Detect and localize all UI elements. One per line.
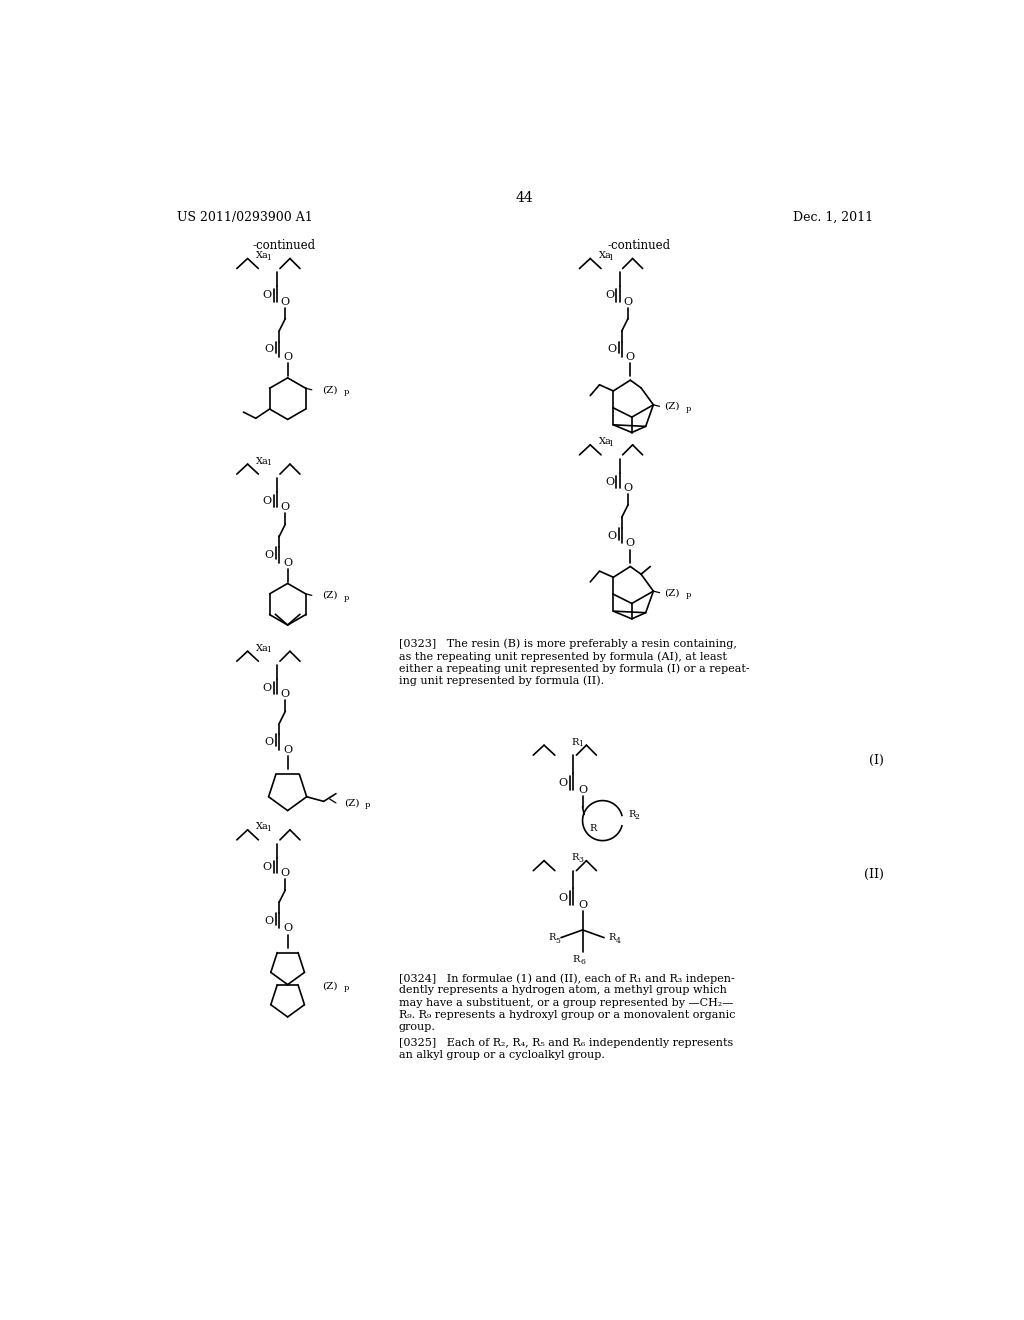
Text: either a repeating unit represented by formula (I) or a repeat-: either a repeating unit represented by f…: [398, 664, 750, 675]
Text: (Z): (Z): [323, 591, 338, 599]
Text: O: O: [607, 531, 616, 541]
Text: dently represents a hydrogen atom, a methyl group which: dently represents a hydrogen atom, a met…: [398, 985, 726, 995]
Text: Xa: Xa: [256, 251, 268, 260]
Text: 1: 1: [266, 647, 270, 655]
Text: Xa: Xa: [598, 437, 611, 446]
Text: (II): (II): [864, 869, 884, 880]
Text: p: p: [686, 405, 691, 413]
Text: ing unit represented by formula (II).: ing unit represented by formula (II).: [398, 676, 603, 686]
Text: O: O: [264, 550, 273, 560]
Text: Xa: Xa: [256, 644, 268, 652]
Text: 3: 3: [579, 855, 584, 863]
Text: O: O: [624, 483, 633, 492]
Text: an alkyl group or a cycloalkyl group.: an alkyl group or a cycloalkyl group.: [398, 1051, 604, 1060]
Text: O: O: [281, 297, 290, 306]
Text: O: O: [578, 900, 587, 911]
Text: O: O: [283, 352, 292, 362]
Text: US 2011/0293900 A1: US 2011/0293900 A1: [177, 211, 312, 224]
Text: p: p: [686, 591, 691, 599]
Text: Xa: Xa: [256, 822, 268, 832]
Text: (Z): (Z): [665, 589, 680, 597]
Text: O: O: [624, 297, 633, 306]
Text: (I): (I): [868, 754, 884, 767]
Text: O: O: [578, 785, 587, 795]
Text: O: O: [262, 290, 271, 301]
Text: R: R: [590, 824, 597, 833]
Text: (Z): (Z): [323, 982, 338, 990]
Text: [0325]   Each of R₂, R₄, R₅ and R₆ independently represents: [0325] Each of R₂, R₄, R₅ and R₆ indepen…: [398, 1038, 733, 1048]
Text: 2: 2: [635, 813, 640, 821]
Text: O: O: [559, 777, 568, 788]
Text: 6: 6: [581, 958, 585, 966]
Text: [0323]   The resin (B) is more preferably a resin containing,: [0323] The resin (B) is more preferably …: [398, 639, 736, 649]
Text: O: O: [264, 916, 273, 925]
Text: O: O: [283, 924, 292, 933]
Text: O: O: [281, 502, 290, 512]
Text: O: O: [626, 352, 635, 362]
Text: O: O: [283, 557, 292, 568]
Text: [0324]   In formulae (1) and (II), each of R₁ and R₃ indepen-: [0324] In formulae (1) and (II), each of…: [398, 973, 734, 983]
Text: O: O: [607, 345, 616, 354]
Text: O: O: [626, 539, 635, 548]
Text: O: O: [262, 496, 271, 506]
Text: O: O: [262, 862, 271, 871]
Text: R: R: [571, 853, 579, 862]
Text: p: p: [344, 594, 349, 602]
Text: 4: 4: [615, 937, 621, 945]
Text: p: p: [344, 388, 349, 396]
Text: R: R: [548, 933, 555, 942]
Text: O: O: [262, 684, 271, 693]
Text: Dec. 1, 2011: Dec. 1, 2011: [793, 211, 872, 224]
Text: p: p: [344, 985, 349, 993]
Text: R: R: [572, 954, 580, 964]
Text: O: O: [264, 345, 273, 354]
Text: (Z): (Z): [344, 799, 359, 808]
Text: 1: 1: [579, 741, 584, 748]
Text: O: O: [281, 689, 290, 700]
Text: group.: group.: [398, 1022, 435, 1032]
Text: 44: 44: [516, 190, 534, 205]
Text: p: p: [366, 801, 371, 809]
Text: O: O: [605, 477, 614, 487]
Text: O: O: [283, 744, 292, 755]
Text: 1: 1: [266, 253, 270, 261]
Text: (Z): (Z): [323, 385, 338, 395]
Text: 1: 1: [266, 459, 270, 467]
Text: O: O: [281, 869, 290, 878]
Text: 1: 1: [266, 825, 270, 833]
Text: R: R: [608, 933, 615, 942]
Text: O: O: [605, 290, 614, 301]
Text: -continued: -continued: [607, 239, 671, 252]
Text: Xa: Xa: [256, 457, 268, 466]
Text: O: O: [559, 894, 568, 903]
Text: -continued: -continued: [253, 239, 316, 252]
Text: (Z): (Z): [665, 401, 680, 411]
Text: O: O: [264, 737, 273, 747]
Text: 1: 1: [608, 440, 613, 447]
Text: 5: 5: [555, 937, 560, 945]
Text: 1: 1: [608, 253, 613, 261]
Text: Xa: Xa: [598, 251, 611, 260]
Text: may have a substituent, or a group represented by —CH₂—: may have a substituent, or a group repre…: [398, 998, 733, 1007]
Text: R: R: [629, 810, 636, 818]
Text: R: R: [571, 738, 579, 747]
Text: as the repeating unit represented by formula (AI), at least: as the repeating unit represented by for…: [398, 651, 726, 661]
Text: R₉. R₉ represents a hydroxyl group or a monovalent organic: R₉. R₉ represents a hydroxyl group or a …: [398, 1010, 735, 1020]
